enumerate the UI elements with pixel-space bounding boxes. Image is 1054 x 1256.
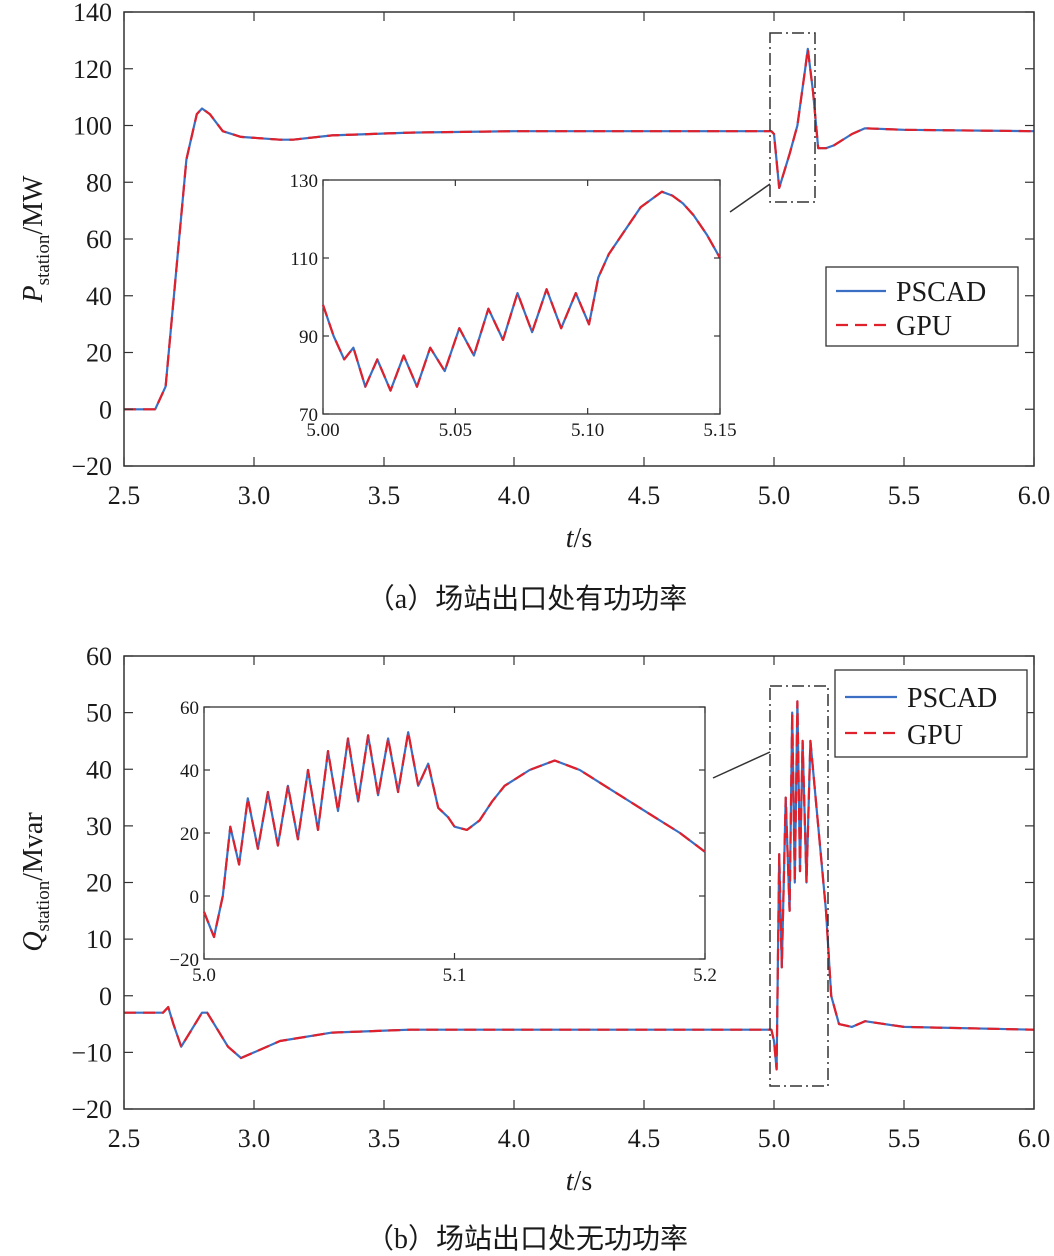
panel-b-legend-box [834, 669, 1028, 758]
panel-a-inset: 5.00 5.05 5.10 5.15 70 90 110 130 [290, 171, 737, 441]
panel-a-y-tick-label: 0 [99, 395, 112, 424]
panel-a-y-tick-label: 120 [73, 55, 112, 84]
panel-a-x-tick-label: 4.5 [628, 481, 661, 510]
panel-b-y-tick-label: 40 [86, 755, 112, 784]
panel-b-caption: （b）场站出口处无功功率 [366, 1223, 688, 1255]
panel-b-inset-y-tick-label: −20 [169, 950, 199, 971]
panel-a-y-axis-label: Pstation/MW [18, 175, 54, 303]
panel-b-y-tick-label: 50 [86, 699, 112, 728]
panel-b-inset-y-tick-label: 40 [180, 761, 199, 782]
panel-a-traces [124, 47, 1035, 411]
panel-a-legend-box [825, 266, 1019, 347]
panel-a-inset-x-tick-label: 5.15 [703, 420, 736, 441]
panel-b-y-tick-label: 10 [86, 925, 112, 954]
panel-b-axis-ticks: 2.5 3.0 3.5 4.0 4.5 5.0 5.5 6.0−20−100102030405… [71, 642, 1050, 1153]
panel-b-y-tick-label: −10 [71, 1038, 112, 1067]
panel-b-inset-y-tick-label: 60 [180, 698, 199, 719]
panel-b-x-tick-label: 3.0 [238, 1124, 271, 1153]
legend-pscad-label: PSCAD [896, 277, 986, 308]
panel-a-y-tick-label: 60 [86, 225, 112, 254]
panel-a-inset-y-tick-label: 130 [290, 171, 319, 192]
panel-b-inset-traces [202, 731, 706, 939]
panel-a-inset-leader [729, 183, 771, 213]
panel-b-y-tick-label: −20 [71, 1095, 112, 1124]
panel-b-traces [124, 700, 1035, 1071]
panel-b-x-tick-label: 3.5 [368, 1124, 401, 1153]
panel-b-inset-y-tick-label: 0 [190, 887, 200, 908]
panel-b-inset-ticks: 5.0 5.1 5.2 −20 0 20 40 60 [169, 698, 717, 986]
panel-b-y-tick-label: 60 [86, 642, 112, 671]
panel-b-x-tick-label: 5.0 [758, 1124, 791, 1153]
panel-a-inset-x-tick-label: 5.00 [306, 420, 339, 441]
panel-a-legend: PSCAD GPU [825, 266, 1019, 347]
panel-a-gpu-line [124, 47, 1035, 411]
panel-a-x-tick-label: 3.5 [368, 481, 401, 510]
panel-b-inset-frame [203, 706, 706, 960]
panel-a-caption: （a）场站出口处有功功率 [367, 583, 687, 615]
panel-b-x-tick-label: 4.5 [628, 1124, 661, 1153]
panel-b-inset-y-tick-label: 20 [180, 824, 199, 845]
panel-b-inset-leader [712, 751, 771, 779]
panel-a-zoom-window [769, 32, 816, 203]
panel-b-x-tick-label: 4.0 [498, 1124, 531, 1153]
panel-a-inset-ticks: 5.00 5.05 5.10 5.15 70 90 110 130 [290, 171, 737, 441]
panel-a-inset-y-tick-label: 110 [290, 249, 318, 270]
legend-gpu-label: GPU [907, 720, 963, 751]
panel-a-inset-frame [322, 179, 721, 415]
panel-b-inset: 5.0 5.1 5.2 −20 0 20 40 60 [169, 698, 717, 986]
panel-a-y-tick-label: −20 [71, 452, 112, 481]
panel-a-active-power: 2.5 3.0 3.5 4.0 4.5 5.0 5.5 6.0 −20 0 20 40 60 80 100 1… [18, 0, 1050, 615]
panel-a-x-tick-label: 6.0 [1018, 481, 1051, 510]
panel-a-y-tick-label: 140 [73, 0, 112, 27]
panel-a-inset-y-tick-label: 90 [299, 327, 318, 348]
panel-a-x-tick-label: 4.0 [498, 481, 531, 510]
panel-b-x-unit: /s [574, 1166, 593, 1197]
panel-b-y-symbol: Q [18, 931, 49, 951]
panel-b-legend: PSCAD GPU [834, 669, 1028, 758]
panel-a-x-tick-label: 5.0 [758, 481, 791, 510]
panel-b-x-tick-label: 6.0 [1018, 1124, 1051, 1153]
panel-b-y-subscript: station [33, 880, 54, 931]
panel-a-y-unit: /MW [18, 175, 49, 235]
panel-b-inset-x-tick-label: 5.2 [693, 965, 717, 986]
panel-a-y-subscript: station [33, 234, 54, 285]
panel-a-x-tick-label: 5.5 [888, 481, 921, 510]
panel-a-y-symbol: P [18, 285, 49, 303]
panel-a-y-tick-label: 80 [86, 168, 112, 197]
panel-b-inset-x-tick-label: 5.1 [443, 965, 467, 986]
legend-gpu-label: GPU [896, 311, 952, 342]
panel-a-inset-x-tick-label: 5.10 [571, 420, 604, 441]
panel-a-inset-y-tick-label: 70 [299, 405, 318, 426]
panel-b-x-symbol: t [566, 1166, 575, 1197]
panel-b-y-tick-label: 30 [86, 812, 112, 841]
panel-b-reactive-power: 2.5 3.0 3.5 4.0 4.5 5.0 5.5 6.0−20−100102030405… [18, 642, 1050, 1255]
panel-b-x-tick-label: 5.5 [888, 1124, 921, 1153]
panel-b-x-tick-label: 2.5 [108, 1124, 141, 1153]
panel-a-axis-ticks: 2.5 3.0 3.5 4.0 4.5 5.0 5.5 6.0 −20 0 20 40 60 80 100 1… [71, 0, 1050, 510]
panel-b-y-unit: /Mvar [18, 812, 49, 881]
panel-a-x-tick-label: 2.5 [108, 481, 141, 510]
panel-b-x-axis-label: t/s [566, 1166, 592, 1197]
panel-b-inset-gpu-line [202, 731, 706, 939]
panel-b-inset-x-tick-label: 5.0 [192, 965, 216, 986]
panel-b-zoom-window [769, 685, 829, 1087]
panel-a-x-axis-label: t/s [566, 523, 592, 554]
legend-pscad-label: PSCAD [907, 683, 997, 714]
panel-a-inset-x-tick-label: 5.05 [439, 420, 472, 441]
panel-b-gpu-line [124, 700, 1035, 1071]
panel-b-y-axis-label: Qstation/Mvar [18, 812, 54, 952]
panel-a-x-symbol: t [566, 523, 575, 554]
panel-a-y-tick-label: 20 [86, 339, 112, 368]
panel-b-y-tick-label: 20 [86, 869, 112, 898]
panel-a-y-tick-label: 100 [73, 112, 112, 141]
panel-a-inset-gpu-line [321, 190, 721, 392]
panel-a-y-tick-label: 40 [86, 282, 112, 311]
panel-a-x-tick-label: 3.0 [238, 481, 271, 510]
panel-a-inset-traces [321, 190, 721, 392]
panel-b-y-tick-label: 0 [99, 982, 112, 1011]
panel-a-x-unit: /s [574, 523, 593, 554]
